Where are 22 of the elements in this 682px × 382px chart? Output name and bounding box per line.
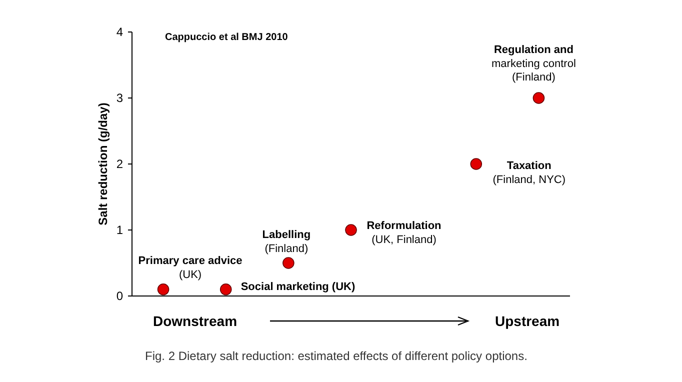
y-tick-label: 1 bbox=[116, 223, 124, 238]
caption: Fig. 2 Dietary salt reduction: estimated effects of different policy options. bbox=[145, 349, 528, 363]
point bbox=[282, 257, 294, 269]
annotation: Social marketing (UK) bbox=[240, 281, 356, 293]
annotation: Cappuccio et al BMJ 2010 bbox=[165, 32, 288, 43]
point bbox=[532, 92, 545, 104]
point bbox=[157, 284, 170, 296]
text: Upstream bbox=[495, 313, 560, 329]
annotation: Reformulation (UK, Finland) bbox=[366, 220, 442, 246]
point bbox=[470, 158, 482, 170]
annotation: Regulation and marketing control (Finland) bbox=[492, 44, 576, 84]
y-tick-label: 3 bbox=[116, 91, 124, 106]
y-tick-label: 0 bbox=[116, 289, 124, 304]
text: Downstream bbox=[153, 313, 238, 329]
annotation: Labelling (Finland) bbox=[262, 229, 311, 255]
annotation: Taxation (Finland, NYC) bbox=[492, 160, 566, 186]
annotation: Primary care advice (UK) bbox=[138, 255, 242, 281]
y-tick-label: 4 bbox=[116, 25, 124, 40]
point bbox=[345, 224, 357, 236]
point bbox=[220, 284, 232, 296]
y-axis-title: Salt reduction (g/day) bbox=[96, 102, 110, 226]
y-tick-label: 2 bbox=[116, 157, 124, 172]
